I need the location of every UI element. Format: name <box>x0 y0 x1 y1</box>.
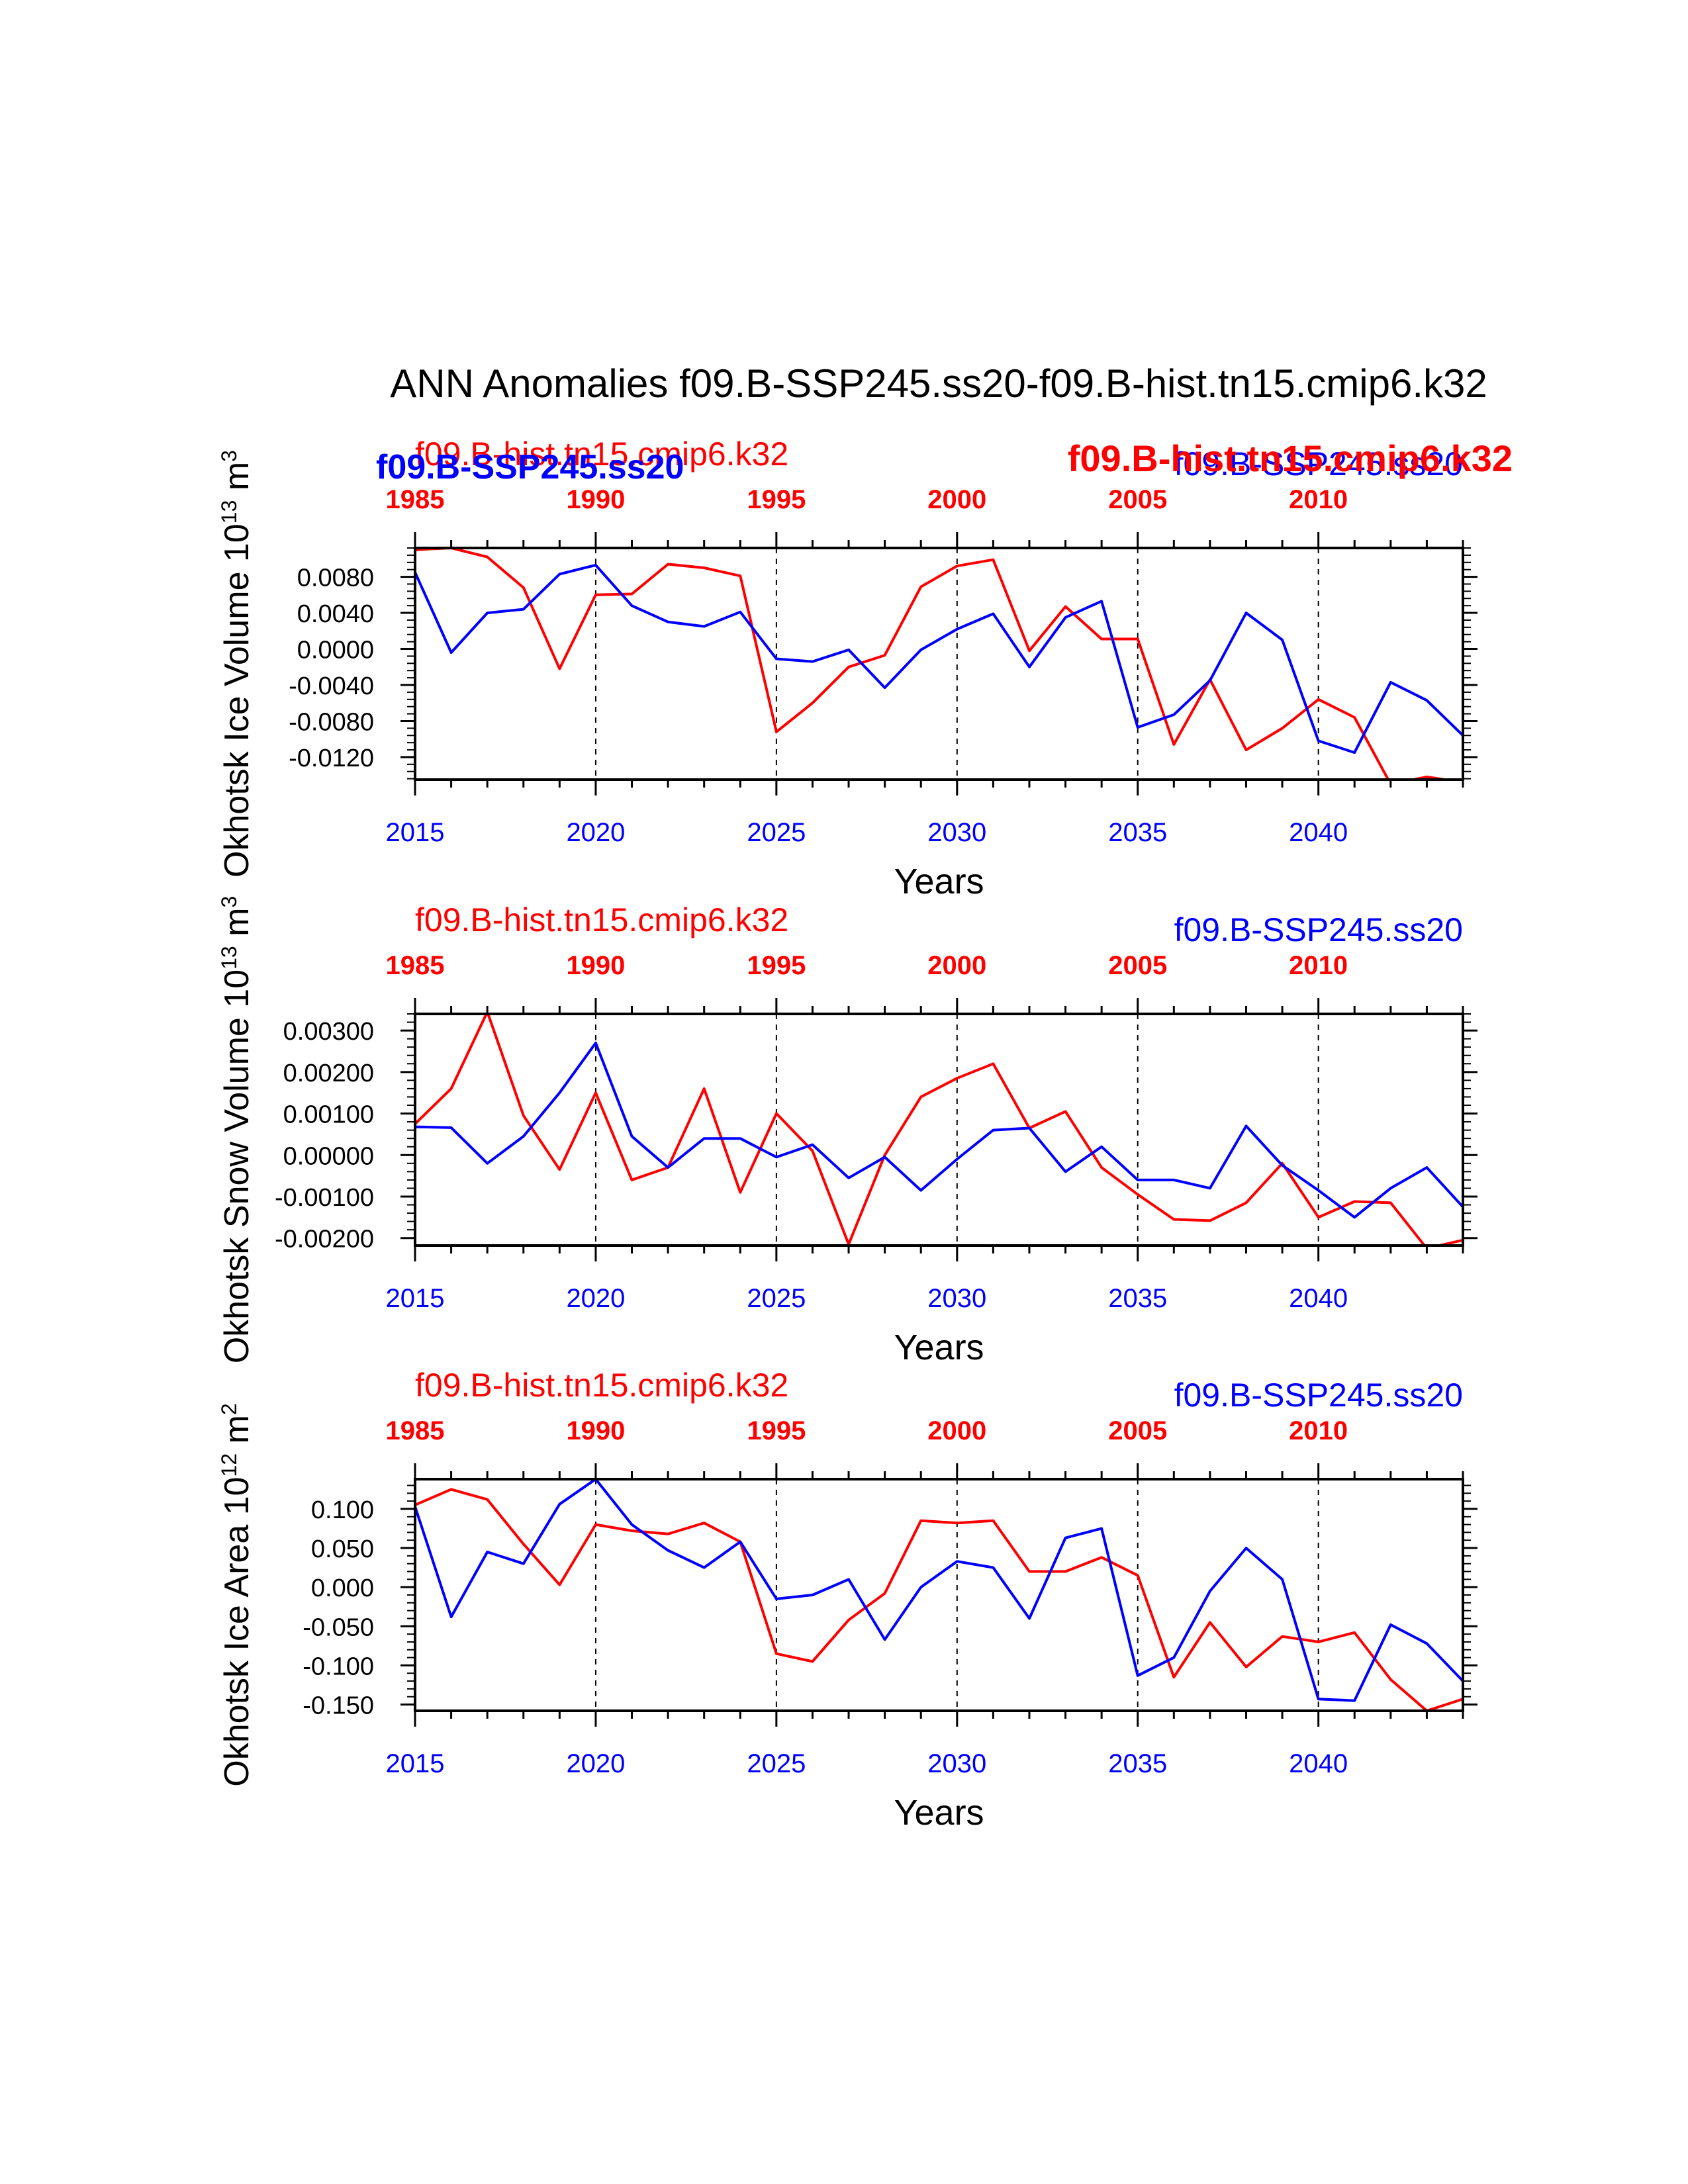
panel-2: 0.00300 0.00200 0.00100 0.00000 -0.00100 -0.0… <box>217 896 1477 1367</box>
legend-hist-label: f09.B-hist.tn15.cmip6.k32 <box>415 1367 788 1404</box>
x-bottom-tick-label: 2015 <box>386 1749 445 1778</box>
y-axis-label: Okhotsk Ice Volume 1013 m3 <box>217 450 256 878</box>
y-label-superscript: 13 <box>217 500 241 524</box>
series-line-ssp <box>415 1041 1463 1219</box>
x-bottom-tick-label: 2035 <box>1108 1749 1167 1778</box>
x-top-tick-label: 2000 <box>927 951 986 980</box>
series-line-hist <box>415 1014 1463 1246</box>
y-tick-label: 0.00300 <box>283 1018 374 1046</box>
x-top-tick-label: 2005 <box>1108 951 1167 980</box>
x-top-tick-label: 1985 <box>386 1416 445 1445</box>
series-line-ssp <box>415 1479 1463 1702</box>
x-top-tick-label: 1990 <box>566 1416 625 1445</box>
y-tick-label: 0.0080 <box>297 565 374 592</box>
x-axis-label: Years <box>894 1328 984 1367</box>
plot-frame <box>414 1013 1464 1247</box>
x-top-tick-label: 2010 <box>1289 951 1348 980</box>
x-top-tick-label: 2005 <box>1108 485 1167 514</box>
x-top-tick-label: 1985 <box>386 485 445 514</box>
y-label-text: Okhotsk Snow Volume 10 <box>218 970 256 1363</box>
x-bottom-tick-label: 2025 <box>747 1749 806 1778</box>
x-top-tick-label: 2005 <box>1108 1416 1167 1445</box>
x-top-tick-label: 1990 <box>566 485 625 514</box>
series-line-hist <box>415 548 1454 780</box>
panel-1: 0.0080 0.0040 0.0000 -0.0040 -0.0080 -0.0120 2… <box>217 435 1477 901</box>
y-label-superscript: 2 <box>217 1403 241 1415</box>
x-bottom-tick-label: 2035 <box>1108 1284 1167 1313</box>
y-tick-label: 0.000 <box>311 1574 374 1602</box>
x-bottom-tick-label: 2030 <box>927 1284 986 1313</box>
y-label-superscript: 3 <box>217 896 241 908</box>
series-line-hist <box>415 1488 1463 1711</box>
x-bottom-tick-label: 2040 <box>1289 818 1348 847</box>
y-label-superscript: 13 <box>217 946 241 970</box>
y-axis-label: Okhotsk Ice Area 1012 m2 <box>217 1403 256 1786</box>
x-top-tick-label: 2000 <box>927 485 986 514</box>
overlay-hist-label: f09.B-hist.tn15.cmip6.k32 <box>1068 437 1513 479</box>
x-bottom-tick-label: 2025 <box>747 1284 806 1313</box>
overlay-ssp-label: f09.B-SSP245.ss20 <box>376 448 684 486</box>
y-tick-label: 0.050 <box>311 1535 374 1563</box>
x-top-tick-label: 1995 <box>747 1416 806 1445</box>
x-bottom-tick-label: 2030 <box>927 1749 986 1778</box>
y-tick-label: -0.050 <box>303 1614 374 1641</box>
y-tick-label: 0.100 <box>311 1496 374 1524</box>
x-top-tick-label: 1995 <box>747 951 806 980</box>
y-label-text: m <box>218 462 256 500</box>
x-axis-label: Years <box>894 862 984 901</box>
panel-3: 0.100 0.050 0.000 -0.050 -0.100 -0.150 2015 202… <box>217 1367 1477 1833</box>
y-tick-label: -0.0040 <box>289 672 374 700</box>
y-tick-label: -0.0120 <box>289 745 374 772</box>
plot-frame <box>414 1478 1464 1712</box>
legend-ssp-label: f09.B-SSP245.ss20 <box>1174 911 1463 948</box>
y-tick-label: 0.0000 <box>297 637 374 664</box>
figure-title: ANN Anomalies f09.B-SSP245.ss20-f09.B-hi… <box>390 361 1487 406</box>
y-tick-label: -0.100 <box>303 1653 374 1680</box>
panels-container: 0.0080 0.0040 0.0000 -0.0040 -0.0080 -0.0120 2… <box>217 435 1477 1833</box>
x-bottom-tick-label: 2015 <box>386 1284 445 1313</box>
y-tick-label: -0.0080 <box>289 708 374 736</box>
x-axis-label: Years <box>894 1793 984 1833</box>
x-top-tick-label: 1990 <box>566 951 625 980</box>
y-label-superscript: 3 <box>217 450 241 462</box>
y-tick-label: 0.0040 <box>297 600 374 628</box>
y-tick-label: -0.150 <box>303 1692 374 1720</box>
y-label-text: Okhotsk Ice Area 10 <box>218 1477 256 1786</box>
y-label-text: m <box>218 908 256 946</box>
y-tick-label: -0.00200 <box>275 1226 374 1253</box>
y-tick-label: 0.00000 <box>283 1142 374 1170</box>
x-top-tick-label: 2000 <box>927 1416 986 1445</box>
x-bottom-tick-label: 2025 <box>747 818 806 847</box>
x-top-tick-label: 1985 <box>386 951 445 980</box>
x-top-tick-label: 2010 <box>1289 1416 1348 1445</box>
legend-hist-label: f09.B-hist.tn15.cmip6.k32 <box>415 901 788 938</box>
x-bottom-tick-label: 2015 <box>386 818 445 847</box>
x-bottom-tick-label: 2020 <box>566 1284 625 1313</box>
y-axis-label: Okhotsk Snow Volume 1013 m3 <box>217 896 256 1364</box>
x-bottom-tick-label: 2020 <box>566 818 625 847</box>
x-bottom-tick-label: 2040 <box>1289 1749 1348 1778</box>
y-label-superscript: 12 <box>217 1453 241 1477</box>
legend-ssp-label: f09.B-SSP245.ss20 <box>1174 445 1463 482</box>
x-bottom-tick-label: 2030 <box>927 818 986 847</box>
y-tick-label: 0.00100 <box>283 1101 374 1129</box>
x-top-tick-label: 1995 <box>747 485 806 514</box>
legend-hist-label: f09.B-hist.tn15.cmip6.k32 <box>415 435 788 473</box>
x-top-tick-label: 2010 <box>1289 485 1348 514</box>
x-bottom-tick-label: 2035 <box>1108 818 1167 847</box>
y-label-text: Okhotsk Ice Volume 10 <box>218 523 256 878</box>
y-label-text: m <box>218 1415 256 1453</box>
x-bottom-tick-label: 2020 <box>566 1749 625 1778</box>
series-line-ssp <box>415 563 1463 754</box>
x-bottom-tick-label: 2040 <box>1289 1284 1348 1313</box>
y-tick-label: 0.00200 <box>283 1060 374 1087</box>
plot-frame <box>414 547 1464 781</box>
legend-ssp-label: f09.B-SSP245.ss20 <box>1174 1377 1463 1414</box>
y-tick-label: -0.00100 <box>275 1184 374 1212</box>
